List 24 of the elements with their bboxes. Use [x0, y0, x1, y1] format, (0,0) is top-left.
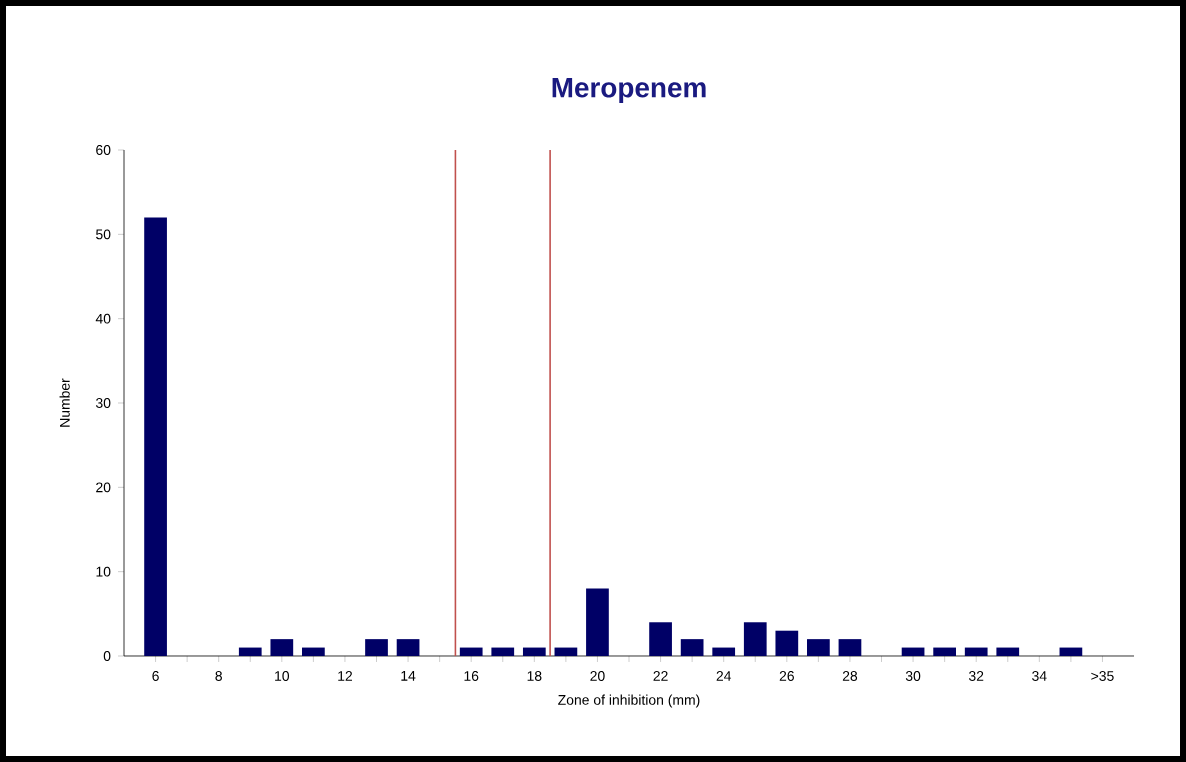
bar [586, 588, 609, 656]
bar [1059, 647, 1083, 656]
bar [554, 647, 578, 656]
bar [743, 622, 767, 656]
bar [807, 639, 830, 656]
bar [996, 647, 1020, 656]
bar [901, 647, 925, 656]
bar [396, 639, 420, 656]
bar [522, 647, 546, 656]
bar [838, 639, 862, 656]
bar [238, 647, 262, 656]
bar [302, 647, 325, 656]
bar [144, 217, 167, 656]
bar [365, 639, 388, 656]
chart-title: Meropenem [552, 78, 706, 104]
bar [270, 639, 294, 656]
bar [933, 647, 956, 656]
bar [964, 647, 988, 656]
bar [775, 630, 799, 656]
bar [680, 639, 704, 656]
bar [712, 647, 736, 656]
bar [459, 647, 483, 656]
bar [649, 622, 672, 656]
bar [491, 647, 515, 656]
